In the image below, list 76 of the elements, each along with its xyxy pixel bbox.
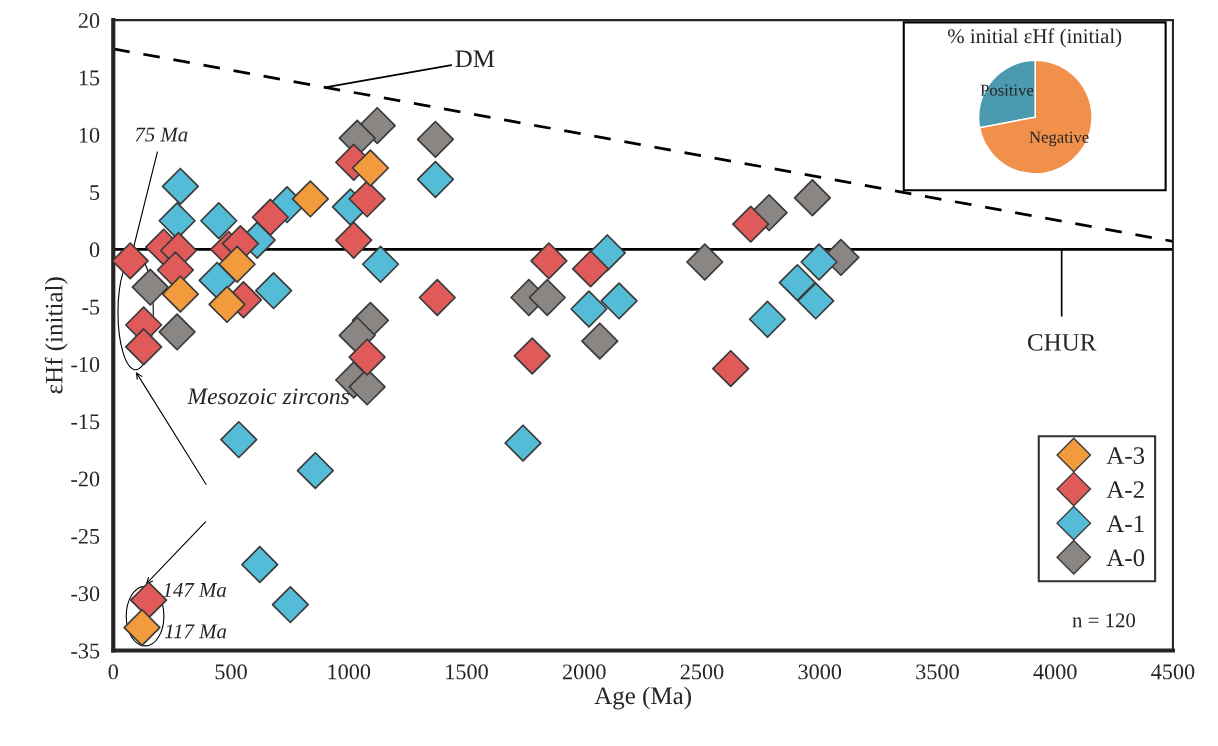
point [220,420,258,459]
y-tick-label: 20 [78,13,100,29]
point [361,245,400,283]
legend-label: A-1 [1106,515,1144,532]
legend-label: A-0 [1106,549,1145,567]
annotation: Mesozoic zircons [187,388,350,405]
x-tick-label: 4000 [1033,664,1077,680]
point [124,328,163,366]
point [208,285,246,324]
x-tick-label: 2000 [562,664,606,680]
point [504,424,542,462]
series-label: DM [455,50,495,68]
point [732,205,770,243]
x-tick-label: 1000 [328,664,371,680]
x-tick-label: 3000 [798,664,842,680]
point [416,160,455,199]
point [513,337,551,375]
point [348,338,386,376]
y-axis-title: εHf (initial) [44,277,68,394]
point [251,198,290,236]
point [291,180,330,218]
point [158,313,196,351]
y-tick-label: -15 [71,414,100,430]
point [348,180,386,218]
x-tick-label: 1500 [446,664,488,680]
point [131,268,169,306]
chart-title: % initial εHf (initial) [948,28,1122,48]
point [800,243,838,281]
point [530,242,568,280]
point [218,245,256,283]
y-tick-label: -10 [71,356,100,372]
x-tick-label: 3500 [916,664,959,680]
annotation: 117 Ma [164,624,227,639]
y-tick-label: 5 [90,185,100,200]
y-tick-label: 15 [79,70,100,86]
legend-label: A-2 [1106,481,1144,498]
y-tick-label: -20 [71,471,100,487]
point [686,243,724,281]
y-tick-label: 0 [89,242,100,258]
y-tick-label: 10 [79,127,100,143]
point [581,322,619,360]
pie-slice [978,59,1093,175]
point [416,120,455,159]
x-tick-label: 4500 [1151,664,1195,680]
point [600,282,638,320]
x-tick-label: 500 [215,664,247,680]
point [254,271,293,310]
point [296,451,334,490]
point [528,278,566,317]
point [271,585,310,624]
point [241,545,279,584]
x-tick-label: 0 [108,664,118,680]
point [797,282,835,320]
point [778,263,817,302]
point [571,250,610,288]
x-axis-title: Age (Ma) [594,686,691,710]
annotation: 75 Ma [135,127,188,142]
point [712,349,750,388]
y-tick-label: -30 [71,586,100,602]
point [161,275,200,313]
point [335,221,373,259]
point [161,167,200,206]
x-tick-label: 2500 [680,664,724,680]
y-tick-label: -35 [71,643,100,659]
ref-line-label: CHUR [1027,333,1097,351]
point [200,202,238,240]
point [418,278,456,317]
annotation: n = 120 [1072,613,1136,628]
point [793,179,832,217]
point [351,149,390,187]
point [570,290,608,328]
annotation: 147 Ma [163,583,226,597]
y-tick-label: -5 [82,299,100,315]
point [748,300,787,338]
legend-label: A-3 [1106,447,1145,464]
y-tick-label: -25 [71,528,100,544]
